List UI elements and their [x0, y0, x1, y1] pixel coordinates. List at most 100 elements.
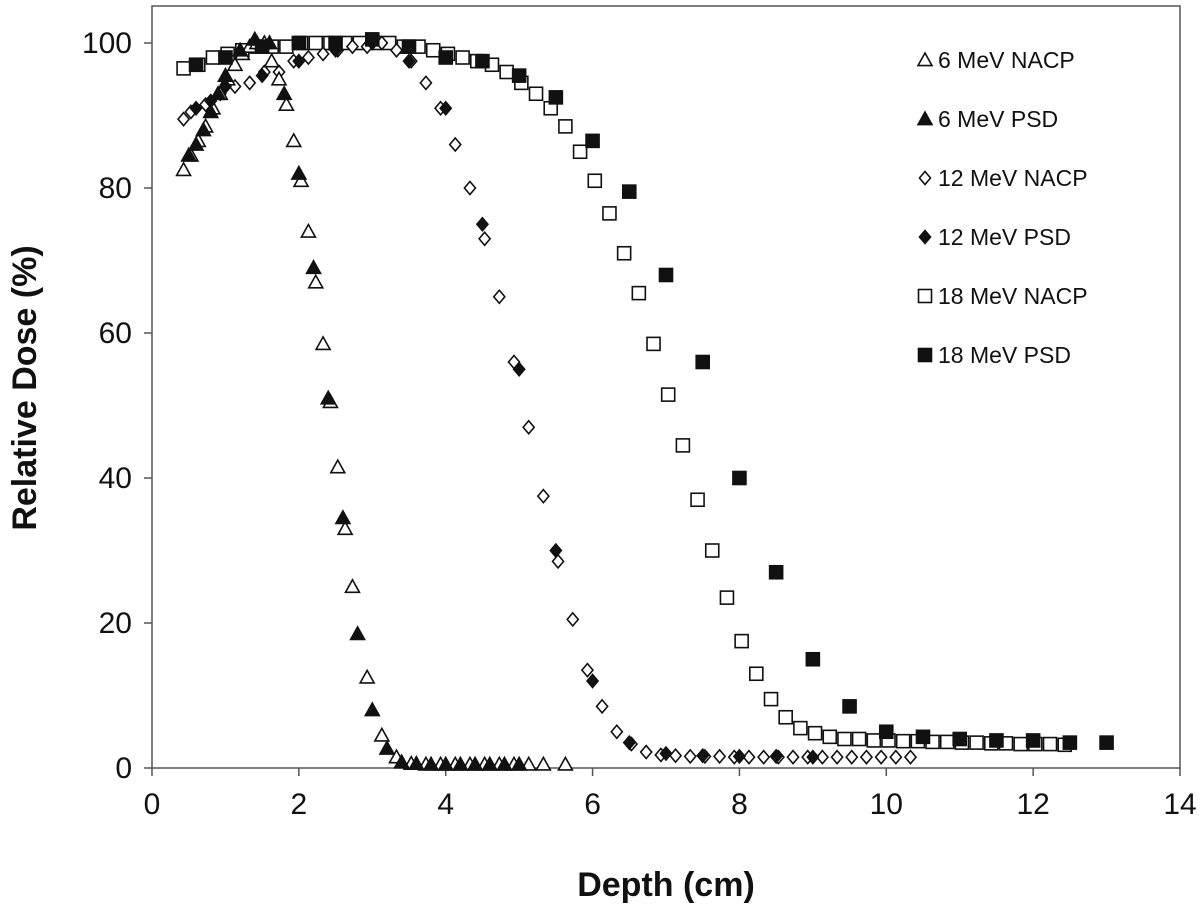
data-point [704, 543, 720, 558]
data-point [243, 75, 257, 91]
data-point [845, 749, 859, 765]
legend-label: 12 MeV PSD [938, 224, 1071, 250]
data-point [261, 34, 278, 50]
data-point [425, 42, 441, 58]
data-point [548, 90, 564, 105]
data-point [969, 735, 984, 750]
data-point [393, 753, 411, 769]
data-point [878, 724, 894, 740]
data-point [217, 66, 234, 83]
data-point [778, 709, 793, 725]
series-6-mev-psd [180, 30, 528, 771]
data-point [452, 755, 469, 771]
data-point [308, 35, 324, 51]
data-point [279, 39, 294, 54]
data-point [263, 52, 281, 68]
data-point [455, 50, 470, 65]
data-point [558, 119, 573, 134]
data-point [255, 67, 269, 84]
data-point [952, 731, 968, 747]
legend-marker [918, 229, 932, 245]
data-point [1099, 735, 1114, 750]
data-point [389, 42, 404, 58]
data-point [646, 336, 661, 352]
data-point [1062, 735, 1078, 750]
legend-label: 12 MeV NACP [938, 165, 1088, 191]
data-point [595, 698, 609, 715]
data-point [176, 61, 191, 76]
data-point [291, 35, 307, 51]
data-point [793, 720, 808, 736]
data-point [175, 161, 192, 177]
data-point [437, 755, 455, 771]
data-point [205, 50, 221, 65]
data-point [209, 85, 227, 101]
data-point [536, 488, 550, 504]
data-point [301, 49, 315, 66]
data-point [639, 744, 653, 760]
data-point [830, 749, 844, 765]
data-point [610, 724, 624, 740]
series-12-mev-psd [189, 35, 820, 765]
data-point [889, 749, 903, 765]
y-tick-label: 60 [99, 317, 132, 350]
data-point [439, 100, 453, 116]
data-point [805, 651, 821, 667]
y-tick-label: 100 [82, 27, 132, 60]
data-point [939, 734, 955, 750]
data-point [475, 216, 490, 232]
data-point [631, 285, 647, 301]
y-tick-label: 40 [99, 462, 132, 495]
plot-area-frame [151, 5, 1181, 769]
data-point [732, 748, 747, 765]
data-point [496, 755, 513, 771]
data-point [903, 749, 918, 765]
data-point [319, 389, 337, 405]
data-point [660, 387, 676, 402]
data-point [742, 749, 756, 765]
data-point [757, 749, 771, 765]
data-point [363, 701, 381, 717]
data-point [1013, 736, 1028, 752]
data-point [528, 86, 544, 102]
data-point [842, 699, 857, 714]
data-point [448, 136, 462, 153]
data-point [305, 259, 322, 275]
data-point [378, 739, 396, 755]
data-point [822, 729, 838, 745]
data-point [231, 41, 249, 57]
data-point [572, 144, 588, 160]
legend-marker [917, 347, 933, 363]
y-axis-title: Relative Dose (%) [6, 245, 44, 530]
data-point [285, 132, 303, 148]
legend-marker [916, 110, 934, 126]
data-point [422, 755, 440, 771]
data-point [512, 361, 526, 377]
data-point [1042, 736, 1058, 752]
data-point [859, 749, 874, 765]
data-point [549, 542, 563, 559]
data-point [300, 222, 317, 238]
legend: 6 MeV NACP 6 MeV PSD 12 MeV NACP 12 MeV PSD… [916, 47, 1088, 368]
data-point [463, 180, 477, 196]
data-point [328, 42, 343, 58]
data-point [275, 85, 293, 101]
data-points [175, 30, 1114, 771]
data-point [851, 731, 867, 747]
data-point [402, 53, 416, 69]
data-point [475, 53, 490, 69]
data-point [270, 70, 288, 86]
data-point [585, 673, 600, 689]
x-tick-label: 8 [731, 788, 748, 821]
data-point [769, 748, 783, 765]
x-tick-label: 10 [870, 788, 903, 821]
data-point [290, 164, 308, 180]
x-tick-label: 6 [584, 788, 601, 821]
data-point [768, 564, 784, 580]
data-point [466, 755, 484, 771]
data-point [874, 749, 888, 765]
data-point [602, 206, 617, 221]
data-point [510, 755, 528, 771]
data-point [438, 50, 454, 65]
